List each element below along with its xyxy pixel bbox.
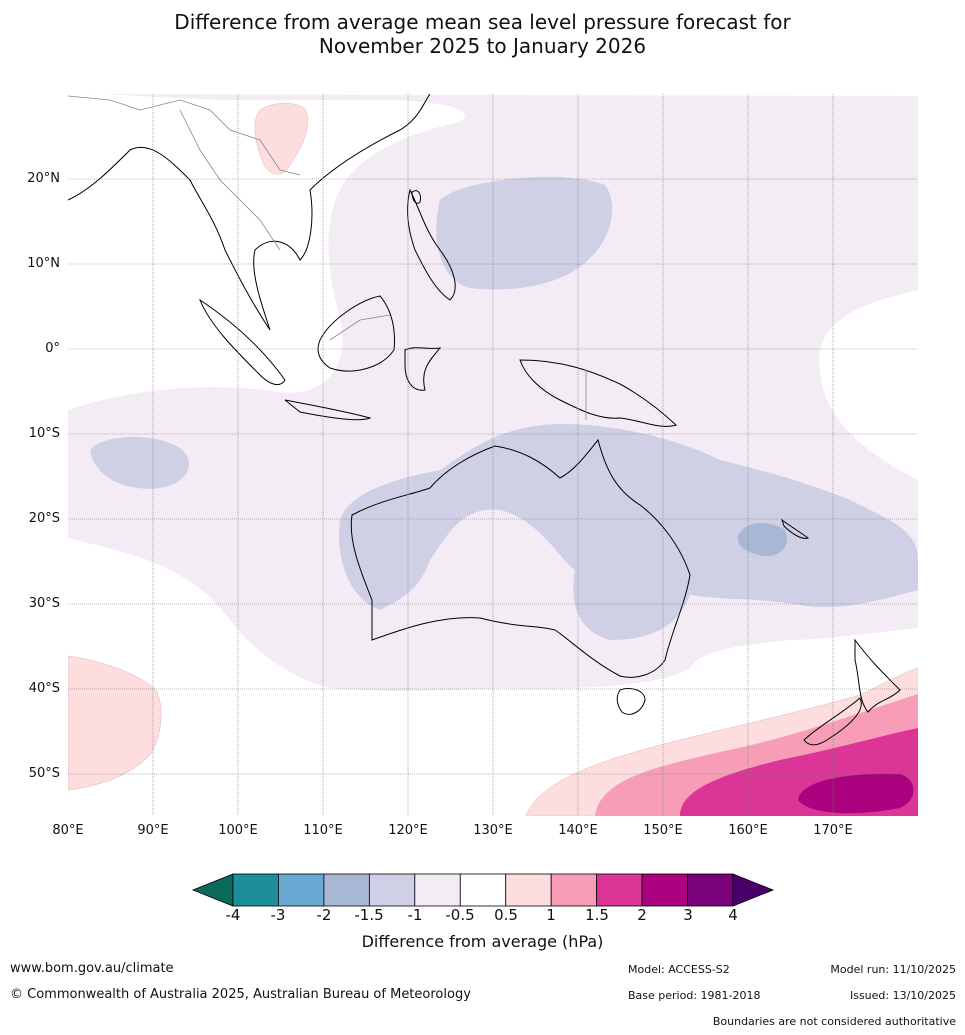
colorbar-cell <box>232 873 279 907</box>
mainland-asia-coastline <box>68 94 431 331</box>
australia-coastline <box>350 438 691 678</box>
sumatra-coastline <box>198 298 286 386</box>
footer-website: www.bom.gov.au/climate <box>10 961 174 976</box>
anomaly-region-minus-1-indian-ocean <box>90 436 190 489</box>
anomaly-region-plus-0-5-southwest <box>68 655 162 791</box>
lon-label-130e: 130°E <box>473 823 513 838</box>
footer-disclaimer: Boundaries are not considered authoritat… <box>712 1015 956 1028</box>
java-coastline <box>284 399 372 421</box>
lat-label-20s: 20°S <box>28 511 60 526</box>
colorbar-tick-label: -4 <box>225 906 241 924</box>
new-guinea-coastline <box>519 359 677 427</box>
colorbar-tick-label: -1 <box>407 906 423 924</box>
footer-issued: Issued: 13/10/2025 <box>849 989 956 1002</box>
anomaly-region-plus-0-5-china <box>254 103 308 175</box>
gridlines <box>68 94 918 816</box>
colorbar-max-arrow <box>732 873 775 907</box>
lon-label-160e: 160°E <box>728 823 768 838</box>
colorbar-cell <box>323 873 370 907</box>
colorbar-cell <box>368 873 416 907</box>
lon-label-170e: 170°E <box>813 823 853 838</box>
lon-label-110e: 110°E <box>303 823 343 838</box>
footer-model-run: Model run: 11/10/2025 <box>830 963 956 976</box>
colorbar-cell <box>505 873 552 907</box>
new-zealand-north-coastline <box>854 638 901 713</box>
lat-label-20n: 20°N <box>27 171 60 186</box>
colorbar-tick-label: 2 <box>637 906 647 924</box>
colorbar-title: Difference from average (hPa) <box>361 932 604 951</box>
new-zealand-south-coastline <box>803 697 862 746</box>
colorbar-cell <box>278 873 325 907</box>
lon-label-80e: 80°E <box>52 823 84 838</box>
colorbar-tick-label: 3 <box>683 906 693 924</box>
tasmania-coastline <box>616 687 646 715</box>
colorbar-tick-labels: -4 -3 -2 -1.5 -1 -0.5 0.5 1 1.5 2 3 4 <box>0 906 965 928</box>
colorbar-cells <box>232 873 734 907</box>
colorbar-tick-label: 0.5 <box>494 906 518 924</box>
borneo-coastline <box>317 295 395 372</box>
map-svg <box>68 94 918 816</box>
colorbar-tick-label: -1.5 <box>354 906 384 924</box>
lon-label-150e: 150°E <box>643 823 683 838</box>
new-caledonia-coastline <box>781 518 810 539</box>
colorbar-tick-label: -0.5 <box>445 906 475 924</box>
colorbar-tick-label: 1.5 <box>585 906 609 924</box>
colorbar-cell <box>596 873 643 907</box>
lat-label-40s: 40°S <box>28 681 60 696</box>
anomaly-region-plus-2 <box>798 773 914 814</box>
title-line-2: November 2025 to January 2026 <box>318 34 647 58</box>
footer-copyright: © Commonwealth of Australia 2025, Austra… <box>10 987 471 1002</box>
lon-label-120e: 120°E <box>388 823 428 838</box>
colorbar-min-arrow <box>191 873 234 907</box>
taiwan-coastline <box>411 190 421 204</box>
colorbar-cell <box>459 873 507 907</box>
colorbar-cell <box>641 873 688 907</box>
footer-base-period: Base period: 1981-2018 <box>628 989 761 1002</box>
pressure-anomaly-map <box>0 90 965 834</box>
colorbar-tick-label: 1 <box>546 906 556 924</box>
colorbar-tick-label: -2 <box>316 906 332 924</box>
colorbar-tick-label: -3 <box>270 906 286 924</box>
chart-title: Difference from average mean sea level p… <box>0 10 965 58</box>
lat-label-0: 0° <box>45 341 60 356</box>
anomaly-region-minus-1-5-coral-sea <box>737 523 788 557</box>
footer-model: Model: ACCESS-S2 <box>628 963 730 976</box>
colorbar-cell <box>414 873 461 907</box>
colorbar-cell <box>687 873 734 907</box>
lon-label-140e: 140°E <box>558 823 598 838</box>
anomaly-region-minus-1-australia <box>339 424 918 640</box>
colorbar-tick-label: 4 <box>728 906 738 924</box>
philippines-coastline <box>407 188 456 301</box>
lat-label-10s: 10°S <box>28 426 60 441</box>
lat-label-30s: 30°S <box>28 596 60 611</box>
coastlines <box>68 94 901 746</box>
colorbar <box>191 873 775 907</box>
lon-label-90e: 90°E <box>137 823 169 838</box>
title-line-1: Difference from average mean sea level p… <box>174 10 791 34</box>
lat-label-50s: 50°S <box>28 766 60 781</box>
lon-label-100e: 100°E <box>218 823 258 838</box>
country-borders <box>68 95 587 420</box>
lat-label-10n: 10°N <box>27 256 60 271</box>
colorbar-cell <box>550 873 598 907</box>
anomaly-region-minus-1-north-pacific <box>436 176 613 290</box>
